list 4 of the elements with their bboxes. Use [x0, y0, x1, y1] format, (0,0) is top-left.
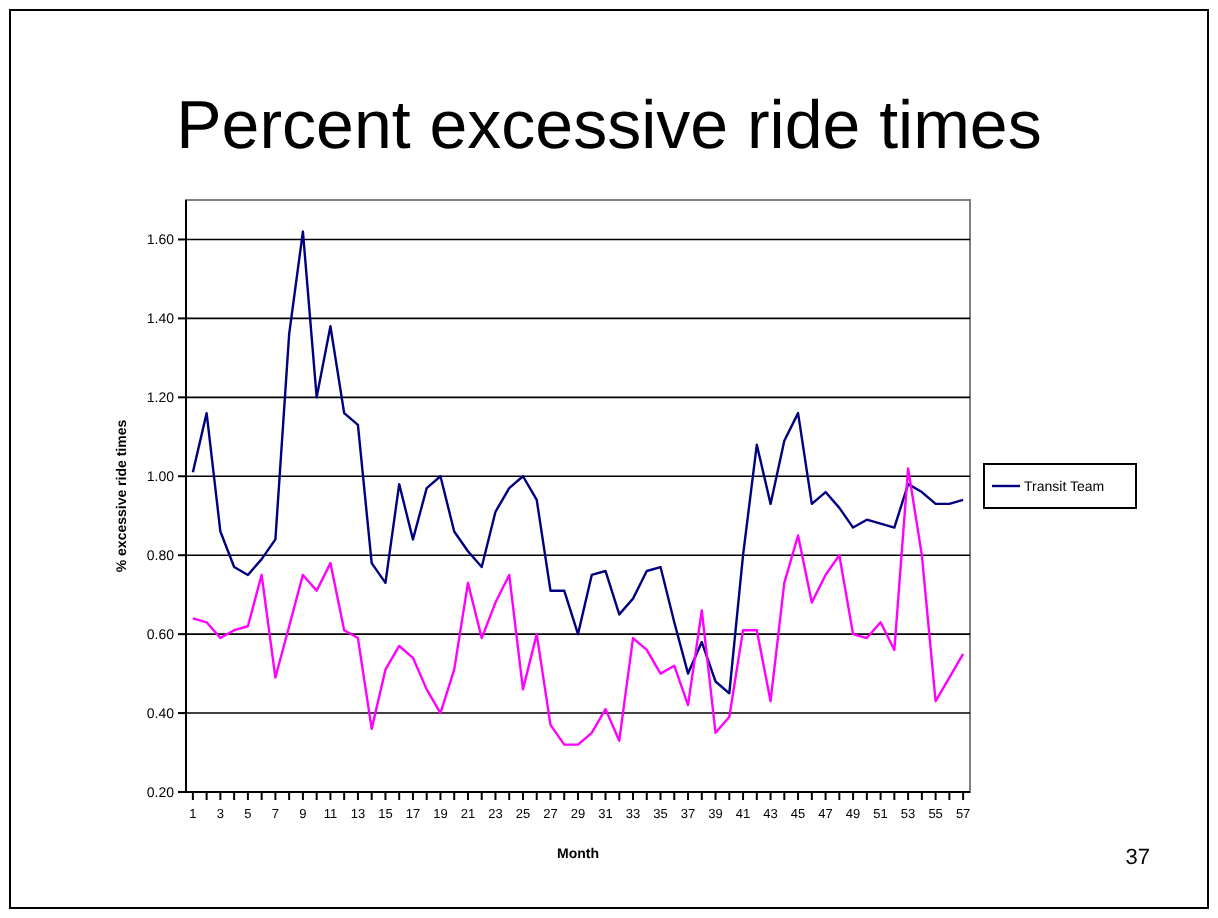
text: 37 [1125, 846, 1150, 870]
chart-title: Percent excessive ride times [176, 88, 1042, 164]
line-series [191, 230, 965, 695]
line-series [191, 467, 965, 746]
